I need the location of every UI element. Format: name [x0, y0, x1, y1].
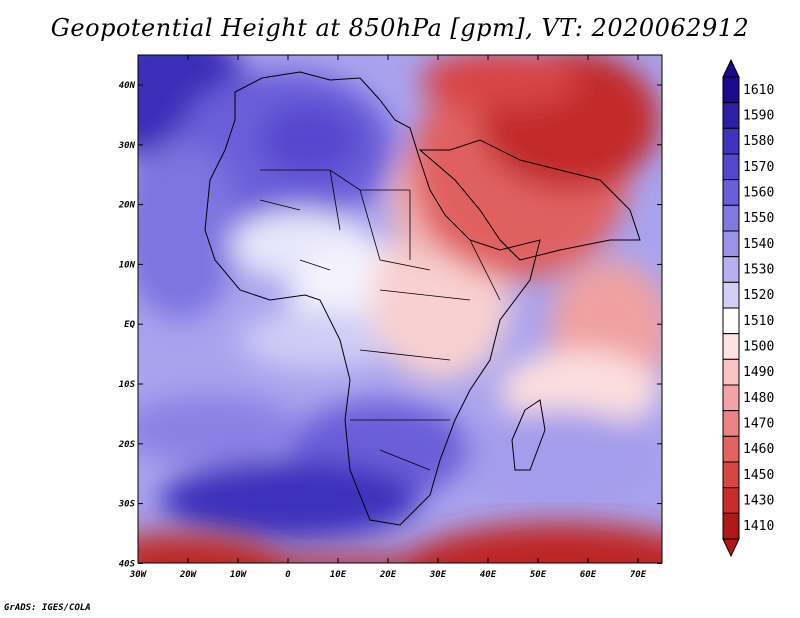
- lon-label: 40E: [480, 570, 497, 580]
- lat-label: 40N: [119, 81, 136, 91]
- colorbar-swatch: [722, 256, 740, 283]
- colorbar-label: 1560: [743, 186, 774, 201]
- lon-label: 50E: [530, 570, 547, 580]
- lat-label: EQ: [124, 320, 135, 330]
- colorbar-swatch: [722, 204, 740, 232]
- colorbar-swatch: [722, 179, 740, 206]
- colorbar-label: 1450: [743, 468, 774, 483]
- lat-label: 30S: [118, 500, 136, 510]
- lat-label: 10S: [119, 380, 136, 390]
- colorbar-label: 1580: [743, 134, 774, 149]
- lon-label: 70E: [630, 570, 647, 580]
- colorbar-label: 1540: [743, 237, 774, 252]
- colorbar-label: 1430: [743, 494, 774, 509]
- colorbar-label: 1500: [743, 340, 774, 355]
- lat-label: 30N: [118, 141, 136, 151]
- colorbar-swatch: [722, 281, 740, 309]
- colorbar-label: 1470: [743, 417, 774, 432]
- colorbar-label: 1550: [743, 211, 774, 226]
- colorbar: 1610 1590 1580 1570 1560 1550 1540 1530 1520 1510…: [722, 58, 774, 558]
- africa-coastline: [204, 71, 541, 526]
- colorbar-label: 1530: [743, 263, 774, 278]
- colorbar-top-arrow: [722, 58, 740, 78]
- colorbar-swatch: [722, 461, 740, 489]
- colorbar-label: 1410: [743, 519, 774, 534]
- colorbar-swatch: [722, 435, 740, 463]
- colorbar-swatch: [722, 358, 740, 386]
- lon-label: 10W: [230, 570, 248, 580]
- colorbar-label: 1490: [743, 365, 774, 380]
- colorbar-label: 1570: [743, 160, 774, 175]
- colorbar-swatch: [722, 76, 740, 104]
- colorbar-swatch: [722, 230, 740, 258]
- lon-label: 30W: [129, 570, 148, 580]
- grads-credit: GrADS: IGES/COLA: [4, 603, 91, 613]
- map-title: Geopotential Height at 850hPa [gpm], VT:…: [50, 14, 750, 42]
- colorbar-label: 1590: [743, 109, 774, 124]
- lat-label: 20N: [118, 201, 136, 211]
- colorbar-swatch: [722, 307, 740, 335]
- colorbar-swatch: [722, 487, 740, 514]
- colorbar-swatch: [722, 127, 740, 155]
- plot-frame: [137, 54, 663, 564]
- lon-label: 60E: [580, 570, 597, 580]
- lat-label: 20S: [118, 440, 136, 450]
- colorbar-swatch: [722, 512, 740, 540]
- colorbar-label: 1510: [743, 314, 774, 329]
- lon-label: 30E: [429, 570, 447, 580]
- colorbar-swatch: [722, 410, 740, 437]
- arabian-coastline: [418, 139, 641, 261]
- colorbar-swatch: [722, 333, 740, 360]
- colorbar-swatch: [722, 153, 740, 181]
- height-field: [138, 55, 662, 563]
- lat-label: 10N: [119, 260, 136, 270]
- lon-label: 10E: [330, 570, 347, 580]
- colorbar-label: 1480: [743, 391, 774, 406]
- colorbar-swatch: [722, 102, 740, 129]
- lon-label: 0: [285, 570, 291, 580]
- lon-label: 20W: [179, 570, 198, 580]
- country-borders: [259, 169, 501, 471]
- colorbar-label: 1610: [743, 83, 774, 98]
- axis-ticks: 30W 20W 10W 0 10E 20E 30E 40E 50E 60E 70E 40N 30N 20N…: [118, 55, 662, 580]
- madagascar-coastline: [511, 399, 546, 471]
- colorbar-bottom-arrow: [722, 538, 740, 558]
- colorbar-swatch: [722, 384, 740, 412]
- lat-label: 40S: [119, 559, 136, 569]
- colorbar-label: 1460: [743, 442, 774, 457]
- lon-label: 20E: [379, 570, 397, 580]
- colorbar-label: 1520: [743, 288, 774, 303]
